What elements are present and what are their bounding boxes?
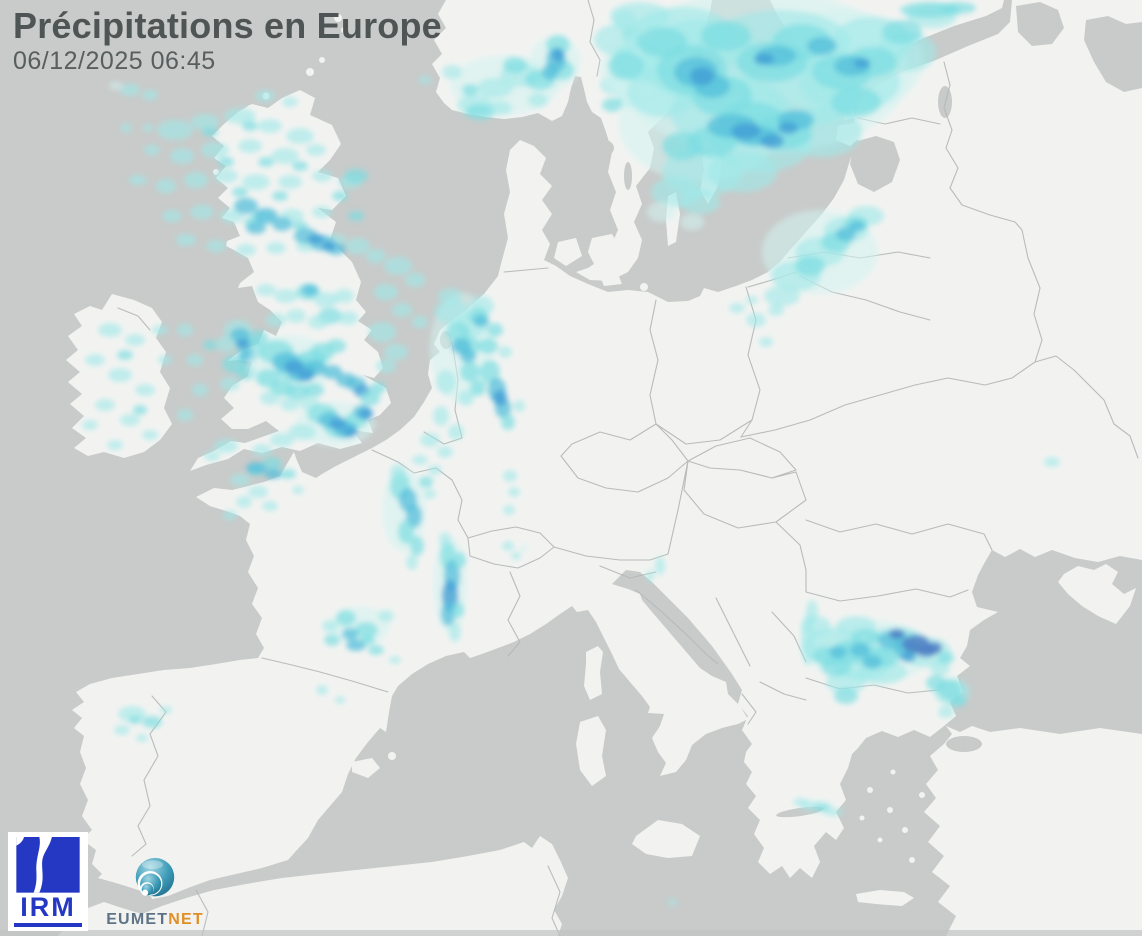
land-sardinia xyxy=(576,716,606,786)
land-mallorca xyxy=(352,758,380,778)
land-crete xyxy=(856,890,914,906)
irm-logo-icon xyxy=(16,837,80,893)
land-sicily xyxy=(632,820,700,858)
land-fyn xyxy=(554,238,582,266)
land-corsica xyxy=(584,646,603,700)
eumetnet-logo: EUMETNET xyxy=(100,848,210,928)
land-north-africa xyxy=(58,836,568,936)
land-turkey xyxy=(924,726,1142,936)
irm-logo-label: IRM xyxy=(14,892,82,927)
land-crimea xyxy=(1058,564,1136,624)
map-bottom-edge xyxy=(0,930,1142,936)
eumetnet-label-primary: EUMET xyxy=(106,911,169,928)
irm-logo: IRM xyxy=(8,832,88,931)
eumetnet-logo-icon xyxy=(135,857,175,897)
precipitation-layer xyxy=(82,0,1060,905)
eumetnet-label-secondary: NET xyxy=(168,911,204,928)
land-zealand xyxy=(588,234,622,270)
eumetnet-logo-label: EUMETNET xyxy=(100,912,210,928)
